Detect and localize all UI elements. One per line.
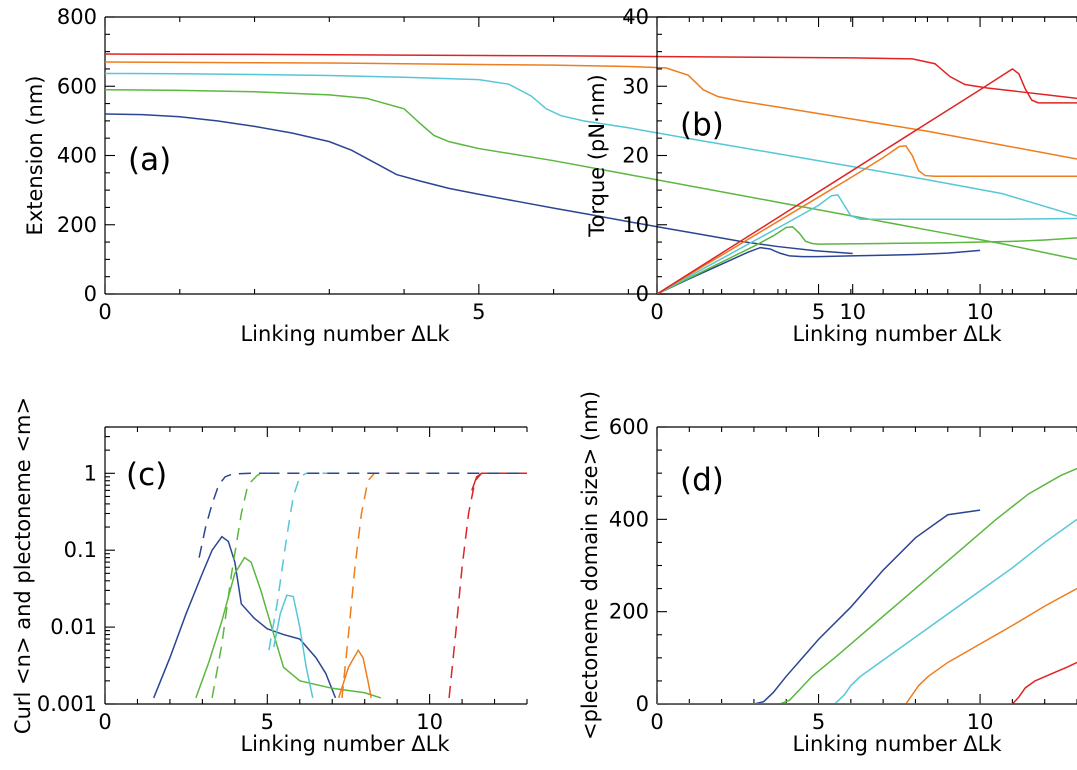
x-tick-label: 5: [812, 300, 825, 324]
panel-d-domain-size-chart: 0 5 10 0 200 400 600 Linking number ΔLk <plecton…: [578, 391, 1077, 756]
panel-c-curl-plectoneme-chart: 0 5 10 0.001 0.01 0.1 1 Linking number ΔLk Curl …: [11, 397, 528, 756]
panel-b-torque-chart: 0 5 10 0 10 20 30 40 Linking number ΔLk Torque (p…: [585, 5, 1077, 346]
series-line-dashed: [268, 472, 333, 651]
series-line: [338, 648, 372, 699]
y-tick-label: 0.001: [37, 692, 97, 716]
panel-label: (d): [680, 462, 724, 498]
y-tick-label: 1: [84, 461, 97, 485]
y-axis-label: Extension (nm): [23, 76, 47, 236]
series-line: [105, 113, 853, 255]
series-line: [657, 145, 1077, 294]
y-tick-label: 10: [622, 213, 649, 237]
series-line: [657, 194, 1077, 294]
series-group: [657, 467, 1077, 704]
series-line: [105, 61, 1077, 160]
x-tick-label: 0: [98, 300, 111, 324]
y-tick-label: 0: [636, 692, 649, 716]
series-line: [657, 226, 1077, 294]
x-axis-label: Linking number ΔLk: [240, 322, 450, 346]
y-axis-label: Curl <n> and plectoneme <m>: [11, 397, 35, 734]
y-tick-label: 0: [636, 282, 649, 306]
series-line: [657, 587, 1077, 704]
series-line: [195, 556, 382, 699]
y-tick-label: 0.1: [64, 538, 97, 562]
series-line: [152, 535, 337, 699]
x-tick-label: 5: [812, 710, 825, 734]
panel-label: (b): [680, 107, 724, 143]
series-group: [657, 68, 1077, 294]
series-line: [657, 246, 981, 294]
series-group: [152, 472, 527, 699]
series-line-dashed: [211, 472, 300, 699]
series-line: [657, 509, 981, 704]
series-line: [273, 594, 314, 699]
y-tick-label: 40: [622, 5, 649, 29]
y-tick-label: 30: [622, 74, 649, 98]
x-axis-label: Linking number ΔLk: [792, 732, 1002, 756]
y-tick-label: 0: [84, 282, 97, 306]
y-tick-label: 20: [622, 144, 649, 168]
y-tick-label: 600: [57, 74, 97, 98]
x-tick-label: 10: [967, 300, 994, 324]
x-tick-label: 10: [839, 300, 866, 324]
panel-label: (a): [128, 142, 171, 178]
x-axis-label: Linking number ΔLk: [240, 732, 450, 756]
series-line: [657, 518, 1077, 704]
y-tick-label: 600: [609, 415, 649, 439]
series-line-dashed: [448, 472, 483, 698]
x-axis-label: Linking number ΔLk: [792, 322, 1002, 346]
y-tick-label: 0.01: [50, 615, 97, 639]
x-tick-label: 0: [650, 710, 663, 734]
series-line: [105, 53, 1077, 100]
x-tick-label: 10: [967, 710, 994, 734]
x-tick-label: 10: [416, 710, 443, 734]
y-tick-label: 800: [57, 5, 97, 29]
x-tick-label: 0: [650, 300, 663, 324]
series-line-dashed: [198, 472, 268, 558]
x-tick-label: 5: [472, 300, 485, 324]
y-tick-label: 400: [609, 507, 649, 531]
series-line: [657, 68, 1077, 294]
y-tick-label: 200: [609, 600, 649, 624]
series-line: [657, 467, 1077, 704]
panel-label: (c): [126, 457, 167, 493]
x-tick-label: 0: [98, 710, 111, 734]
y-tick-label: 400: [57, 144, 97, 168]
series-line-dashed: [341, 472, 430, 698]
x-tick-label: 5: [261, 710, 274, 734]
y-axis-label: <plectoneme domain size> (nm): [578, 391, 602, 740]
series-line: [657, 661, 1077, 704]
y-axis-label: Torque (pN·nm): [585, 74, 609, 237]
y-tick-label: 200: [57, 213, 97, 237]
